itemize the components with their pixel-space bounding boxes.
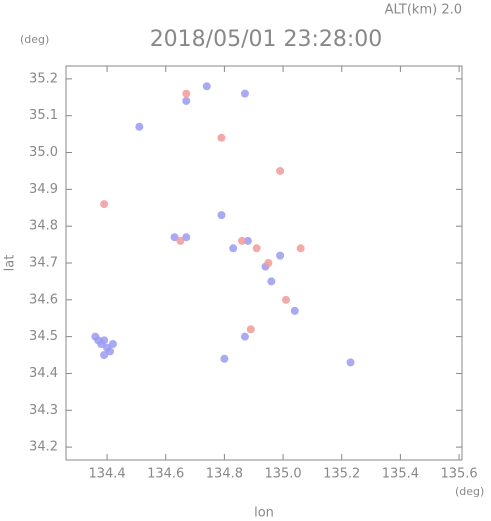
echo-point	[220, 354, 229, 363]
echo-point	[267, 277, 276, 286]
chart-title: 2018/05/01 23:28:00	[150, 27, 383, 52]
echo-point	[182, 233, 191, 242]
y-tick-label: 35.2	[29, 71, 58, 86]
echo-point	[108, 340, 117, 349]
echo-point	[243, 236, 252, 245]
y-tick-label: 34.6	[29, 292, 58, 307]
y-tick-label: 34.9	[29, 182, 58, 197]
x-tick-label: 135.0	[264, 467, 301, 482]
echo-point	[100, 200, 109, 209]
echo-point	[252, 244, 261, 253]
y-tick-label: 35.0	[29, 145, 58, 160]
y-tick-label: 34.5	[29, 329, 58, 344]
x-axis-label: lon	[254, 506, 274, 521]
y-tick-label: 34.4	[29, 366, 58, 381]
y-unit: (deg)	[20, 33, 49, 46]
echo-point	[176, 236, 185, 245]
x-tick-label: 134.8	[206, 467, 243, 482]
x-unit: (deg)	[455, 485, 484, 498]
echo-point	[135, 122, 144, 131]
echo-point	[240, 89, 249, 98]
echo-point	[264, 259, 273, 267]
x-tick-label: 135.4	[382, 467, 419, 482]
echo-point	[282, 295, 290, 304]
x-tick-label: 134.4	[88, 467, 125, 482]
echo-point	[100, 351, 109, 360]
echo-point	[182, 96, 191, 105]
y-tick-label: 34.8	[29, 219, 58, 234]
y-tick-label: 34.2	[29, 440, 58, 455]
y-axis-label: lat	[3, 255, 18, 272]
echo-point	[276, 251, 285, 260]
echo-point	[276, 166, 285, 175]
echo-point	[202, 82, 211, 91]
echo-point	[240, 332, 249, 341]
echo-point	[91, 332, 100, 341]
altitude-label: ALT(km) 2.0	[385, 3, 462, 18]
echo-point	[290, 306, 299, 315]
echo-point	[100, 336, 109, 345]
echo-point	[170, 233, 179, 242]
echo-point	[217, 133, 226, 142]
echo-point	[238, 236, 246, 245]
echo-point	[182, 89, 191, 98]
x-tick-label: 135.6	[440, 467, 477, 482]
echo-point	[296, 244, 305, 253]
x-tick-label: 134.6	[147, 467, 184, 482]
echo-point	[246, 325, 255, 334]
echo-point	[106, 347, 114, 356]
y-tick-label: 34.7	[29, 256, 58, 271]
echo-point	[229, 244, 238, 253]
x-tick-label: 135.2	[323, 467, 360, 482]
echo-point	[346, 358, 355, 367]
y-tick-label: 35.1	[29, 108, 58, 123]
y-tick-label: 34.3	[29, 403, 58, 418]
echo-point	[217, 211, 226, 220]
